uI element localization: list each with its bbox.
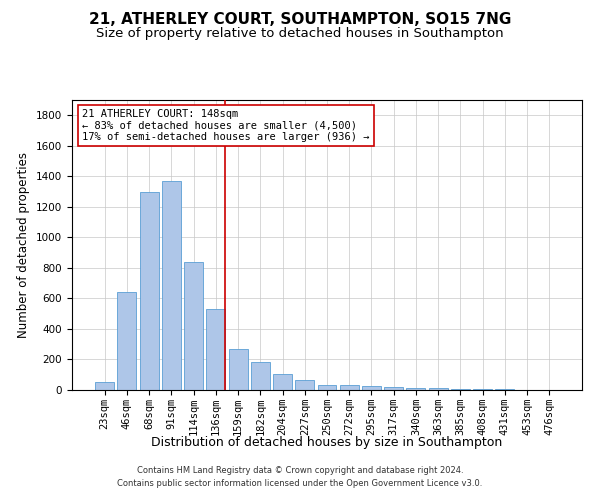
Text: Distribution of detached houses by size in Southampton: Distribution of detached houses by size … [151, 436, 503, 449]
Bar [429, 388, 448, 390]
Bar [95, 382, 114, 390]
Text: 21, ATHERLEY COURT, SOUTHAMPTON, SO15 7NG: 21, ATHERLEY COURT, SOUTHAMPTON, SO15 7N… [89, 12, 511, 28]
Bar [473, 389, 492, 390]
Text: Size of property relative to detached houses in Southampton: Size of property relative to detached ho… [96, 28, 504, 40]
Bar [162, 181, 181, 390]
Bar [451, 389, 470, 390]
Bar [118, 292, 136, 390]
Bar [229, 349, 248, 390]
Text: 21 ATHERLEY COURT: 148sqm
← 83% of detached houses are smaller (4,500)
17% of se: 21 ATHERLEY COURT: 148sqm ← 83% of detac… [82, 108, 370, 142]
Bar [273, 374, 292, 390]
Text: Contains HM Land Registry data © Crown copyright and database right 2024.
Contai: Contains HM Land Registry data © Crown c… [118, 466, 482, 487]
Bar [384, 387, 403, 390]
Bar [362, 386, 381, 390]
Bar [206, 309, 225, 390]
Bar [406, 388, 425, 390]
Bar [317, 386, 337, 390]
Bar [251, 362, 270, 390]
Bar [184, 262, 203, 390]
Y-axis label: Number of detached properties: Number of detached properties [17, 152, 31, 338]
Bar [496, 389, 514, 390]
Bar [140, 192, 158, 390]
Bar [340, 386, 359, 390]
Bar [295, 380, 314, 390]
